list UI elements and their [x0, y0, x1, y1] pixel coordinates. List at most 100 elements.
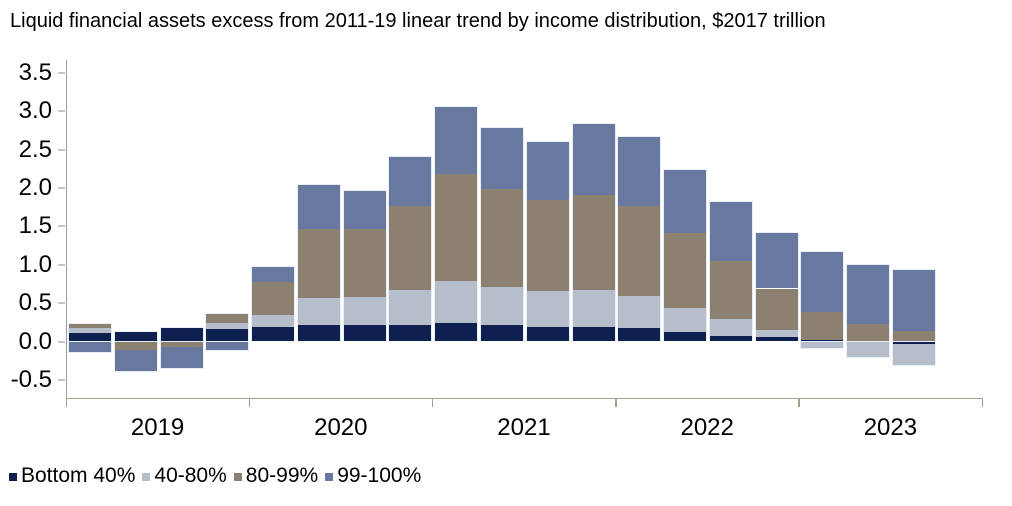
bar-segment	[481, 189, 524, 287]
x-axis-label: 2019	[130, 414, 185, 441]
y-axis-tick	[58, 110, 65, 113]
bar-segment	[206, 341, 249, 350]
bar-segment	[389, 206, 432, 291]
bar-segment	[343, 190, 386, 230]
legend-swatch-icon	[142, 473, 151, 481]
y-axis-tick	[58, 340, 65, 343]
x-axis-label: 2022	[680, 414, 734, 441]
bar-segment	[160, 346, 203, 368]
bar-segment	[435, 107, 478, 175]
x-axis-tick	[615, 399, 617, 407]
bar-segment	[206, 329, 249, 342]
y-axis-label: -0.5	[10, 365, 52, 393]
y-axis-tick	[58, 263, 65, 266]
bar-segment	[252, 282, 295, 315]
bar-segment	[160, 341, 203, 347]
bar-segment	[389, 324, 432, 342]
bar-segment	[69, 328, 111, 334]
bar-segment	[801, 252, 844, 313]
bar-segment	[893, 341, 936, 344]
bar-zero-divider	[847, 340, 890, 343]
bar-segment	[801, 341, 844, 348]
plot-area	[66, 60, 983, 399]
bar-segment	[893, 330, 936, 342]
bar-segment	[435, 323, 478, 342]
legend-swatch-icon	[9, 473, 17, 481]
x-axis-label: 2021	[497, 414, 551, 441]
bar-segment	[664, 170, 707, 234]
bar-segment	[801, 312, 844, 340]
bar-segment	[801, 339, 844, 342]
bar-segment	[481, 324, 524, 342]
bar-segment	[526, 290, 569, 327]
legend-item: 99-100%	[325, 463, 421, 489]
bar-segment	[526, 141, 569, 201]
bar-segment	[69, 333, 111, 342]
bar-segment	[297, 184, 340, 229]
y-axis-tick	[58, 225, 65, 228]
x-axis-tick	[431, 399, 434, 407]
bar-zero-divider	[893, 340, 936, 343]
bar-segment	[297, 297, 340, 325]
y-axis-tick	[58, 71, 65, 74]
bar-segment	[572, 194, 615, 291]
legend-item: Bottom 40%	[9, 463, 135, 489]
bar-segment	[114, 341, 157, 350]
bar-segment	[755, 233, 798, 289]
bar-segment	[114, 349, 157, 371]
x-axis-tick	[981, 399, 983, 407]
bar-segment	[389, 157, 432, 207]
legend-label: 99-100%	[337, 464, 422, 487]
bar-segment	[481, 127, 524, 190]
bar-segment	[572, 290, 615, 327]
bar-segment	[435, 174, 478, 281]
bar-zero-divider	[801, 340, 844, 343]
legend-swatch-icon	[233, 473, 242, 481]
x-axis-label: 2023	[863, 414, 918, 441]
y-axis-label: 3.0	[18, 97, 52, 125]
bar-segment	[709, 260, 752, 320]
bar-segment	[252, 326, 295, 342]
bar-segment	[755, 329, 798, 337]
bar-segment	[709, 201, 752, 261]
bar-segment	[664, 332, 707, 342]
bar-zero-divider	[69, 340, 111, 343]
bar-segment	[297, 228, 340, 298]
y-axis-tick	[58, 378, 65, 381]
y-axis-tick	[58, 186, 65, 189]
bar-segment	[709, 336, 752, 342]
bar-segment	[893, 343, 936, 366]
y-axis-tick	[58, 302, 65, 305]
bar-segment	[526, 326, 569, 342]
x-axis-tick	[798, 399, 800, 407]
y-axis-label: 2.0	[18, 173, 52, 201]
bar-segment	[618, 328, 661, 342]
y-axis-tick	[58, 148, 65, 151]
bar-segment	[389, 290, 432, 325]
bar-segment	[343, 324, 386, 342]
y-axis-label: 1.0	[18, 250, 52, 278]
bar-segment	[206, 323, 249, 330]
legend-label: Bottom 40%	[21, 464, 136, 487]
x-axis-tick	[65, 399, 67, 407]
y-axis-label: 0.5	[18, 289, 52, 317]
bar-segment	[160, 328, 203, 342]
bar-segment	[206, 313, 249, 324]
legend-label: 80-99%	[245, 464, 319, 487]
y-axis-label: 0.0	[18, 327, 52, 355]
bar-segment	[709, 319, 752, 337]
bar-segment	[252, 314, 295, 327]
bar-segment	[847, 323, 890, 342]
x-axis-tick	[248, 399, 251, 407]
bar-segment	[526, 200, 569, 291]
bar-segment	[755, 336, 798, 342]
bar-zero-divider	[160, 340, 203, 343]
legend-item: 40-80%	[142, 463, 227, 489]
legend: Bottom 40% 40-80% 80-99% 99-100%	[9, 463, 421, 489]
bar-segment	[297, 324, 340, 342]
bar-segment	[618, 205, 661, 297]
bar-segment	[893, 270, 936, 331]
bar-segment	[572, 124, 615, 195]
bar-segment	[481, 286, 524, 325]
